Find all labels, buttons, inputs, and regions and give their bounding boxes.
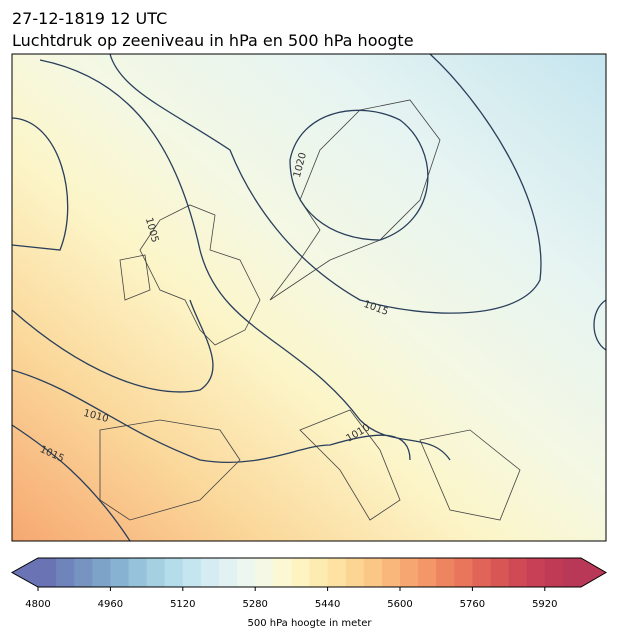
colorbar-segment <box>56 558 75 587</box>
colorbar-segment <box>164 558 184 587</box>
colorbar-segment <box>562 558 582 587</box>
subtitle: Luchtdruk op zeeniveau in hPa en 500 hPa… <box>12 31 414 50</box>
colorbar-segment <box>146 558 166 587</box>
colorbar-segment <box>400 558 419 587</box>
colorbar-segment <box>237 558 256 587</box>
colorbar-segment <box>74 558 93 587</box>
colorbar-segment <box>291 558 310 587</box>
colorbar-segment <box>544 558 564 587</box>
colorbar-segment <box>508 558 528 587</box>
colorbar-tick-label: 4800 <box>25 599 50 610</box>
colorbar-tick-label: 5760 <box>460 599 485 610</box>
colorbar-segment <box>381 558 401 587</box>
colorbar-segment <box>38 558 57 587</box>
colorbar-tick-label: 4960 <box>98 599 123 610</box>
colorbar-tick-label: 5120 <box>170 599 195 610</box>
colorbar-tick-label: 5280 <box>242 599 267 610</box>
title: 27-12-1819 12 UTC <box>12 9 167 28</box>
colorbar-segment <box>363 558 383 587</box>
colorbar-segment <box>219 558 238 587</box>
colorbar-segment <box>255 558 274 587</box>
colorbar-segment <box>418 558 437 587</box>
map-frame <box>11 53 607 542</box>
colorbar-segment <box>92 558 111 587</box>
colorbar-segment <box>110 558 129 587</box>
colorbar-tick-label: 5920 <box>532 599 557 610</box>
colorbar-segment <box>436 558 455 587</box>
colorbar-extend-low <box>12 558 38 587</box>
colorbar-frame <box>10 557 607 588</box>
colorbar-label: 500 hPa hoogte in meter <box>247 618 372 629</box>
colorbar-segment <box>454 558 473 587</box>
colorbar-segment <box>273 558 292 587</box>
colorbar-segment <box>182 558 202 587</box>
colorbar-segment <box>490 558 510 587</box>
colorbar-segment <box>472 558 491 587</box>
colorbar-segment <box>327 558 347 587</box>
colorbar-extend-high <box>581 558 606 587</box>
colorbar-segment <box>128 558 148 587</box>
map <box>12 54 606 541</box>
colorbar-segment <box>345 558 365 587</box>
colorbar-segment <box>309 558 329 587</box>
colorbar-segment <box>200 558 220 587</box>
colorbar-tick-label: 5440 <box>315 599 340 610</box>
colorbar-tick-label: 5600 <box>387 599 412 610</box>
colorbar-segment <box>526 558 546 587</box>
